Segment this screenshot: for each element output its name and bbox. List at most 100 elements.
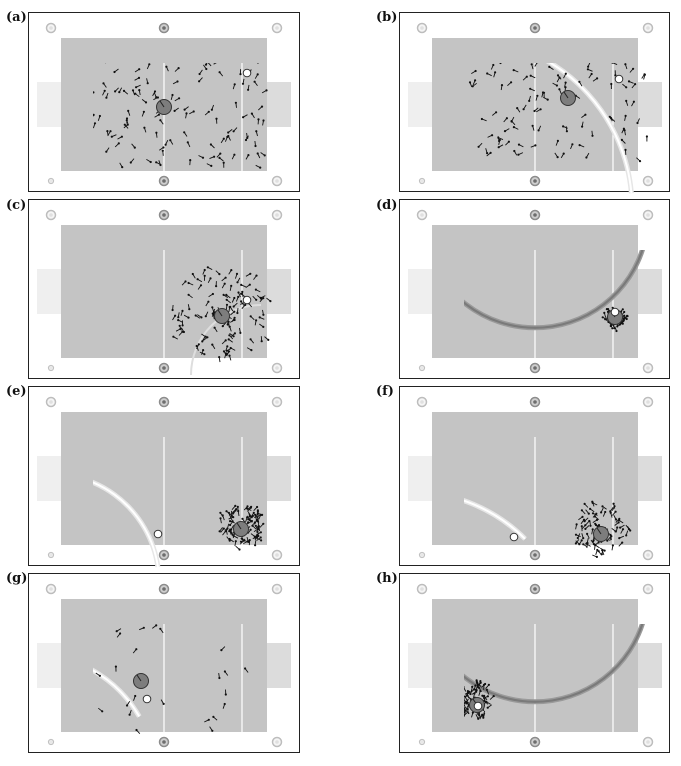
particle-arrow — [624, 114, 627, 121]
particle-arrow — [522, 75, 528, 81]
particle-arrow — [218, 527, 223, 533]
particle-arrow — [481, 682, 487, 688]
particle-arrow — [592, 518, 599, 523]
particle-arrow — [512, 126, 519, 130]
particle-arrow — [575, 540, 581, 546]
particle-arrow — [257, 63, 259, 64]
particle-arrow — [464, 695, 468, 702]
particle-arrow — [219, 517, 222, 524]
particle-arrow — [189, 110, 195, 115]
particle-arrow — [257, 105, 264, 111]
particle-arrow — [218, 71, 224, 77]
particle-arrow — [236, 308, 239, 315]
particle-arrow — [236, 277, 241, 284]
particle-arrow — [636, 157, 642, 163]
particle-arrow — [172, 335, 179, 340]
distance-arc — [464, 250, 644, 329]
landmark-marker — [158, 175, 170, 187]
particle-arrow — [123, 123, 129, 129]
ball — [153, 529, 163, 539]
field-frame — [399, 12, 670, 194]
particle-arrow — [555, 139, 559, 146]
particle-arrow — [160, 699, 165, 705]
particle-arrow — [487, 134, 494, 138]
landmark-marker — [271, 22, 283, 34]
particle-arrow — [528, 95, 531, 102]
landmark-marker — [271, 175, 283, 187]
particle-arrow — [256, 510, 259, 517]
particle-arrow — [203, 274, 206, 281]
particle-arrow — [239, 538, 246, 543]
particle-arrow — [189, 159, 192, 166]
particle-arrow — [621, 127, 625, 134]
field-frame — [399, 199, 670, 379]
particle-arrow — [589, 507, 595, 513]
particle-arrow — [587, 63, 591, 68]
landmark-marker — [47, 551, 55, 559]
particle-arrow — [128, 709, 132, 716]
particle-arrow — [471, 82, 477, 88]
particle-arrow — [196, 278, 203, 283]
particle-arrow — [225, 303, 229, 310]
landmark-marker — [642, 362, 654, 374]
robot-estimate — [560, 90, 576, 106]
particle-arrow — [165, 65, 169, 72]
particle-arrow — [205, 300, 210, 307]
particle-arrow — [129, 158, 135, 164]
right-goal — [638, 82, 662, 127]
particle-arrow — [562, 125, 568, 129]
particle-arrow — [465, 690, 469, 696]
particle-arrow — [254, 518, 258, 525]
landmark-marker — [45, 396, 57, 408]
particle-arrow — [581, 113, 587, 118]
particle-arrow — [535, 94, 539, 101]
right-goal — [267, 82, 291, 127]
particle-arrow — [564, 81, 567, 88]
particle-arrow — [236, 505, 239, 512]
particle-arrow — [259, 323, 265, 328]
landmark-marker — [45, 583, 57, 595]
particle-arrow — [232, 302, 238, 308]
particle-arrow — [250, 533, 256, 538]
particle-arrow — [153, 96, 159, 101]
particle-arrow — [241, 303, 247, 309]
soccer-field-diagram — [37, 22, 291, 187]
particle-arrow — [485, 683, 490, 689]
particle-arrow — [241, 537, 247, 542]
particle-arrow — [95, 672, 101, 677]
particle-arrow — [603, 311, 607, 318]
landmark-marker — [416, 583, 428, 595]
particle-arrow — [209, 726, 214, 732]
particle-arrow — [262, 119, 265, 126]
landmark-marker — [529, 736, 541, 748]
particle-arrow — [531, 124, 535, 131]
particle-arrow — [625, 530, 629, 537]
particle-arrow — [581, 121, 584, 128]
particle-arrow — [627, 80, 634, 84]
particle-arrow — [614, 521, 620, 526]
particle-arrow — [586, 532, 590, 539]
particle-arrow — [105, 92, 109, 99]
panel-label: (b) — [376, 10, 398, 25]
particle-arrow — [141, 99, 148, 104]
particle-arrow — [125, 701, 131, 707]
particle-arrow — [119, 162, 124, 169]
particle-arrow — [522, 104, 527, 111]
particle-arrow — [594, 543, 597, 550]
particle-arrow — [178, 330, 184, 336]
panel-label: (f) — [376, 384, 394, 399]
particle-arrow — [146, 63, 151, 70]
landmark-marker — [642, 22, 654, 34]
right-goal — [267, 643, 291, 688]
field-frame — [28, 199, 300, 379]
particle-arrow — [211, 343, 216, 350]
particle-arrow — [619, 524, 625, 529]
particle-arrow — [614, 326, 618, 333]
particle-arrow — [161, 149, 164, 156]
particle-arrow — [237, 291, 241, 298]
particle-arrow — [228, 269, 233, 275]
particle-arrow — [133, 694, 137, 701]
particle-arrow — [208, 292, 214, 298]
particle-arrow — [242, 114, 248, 119]
landmark-marker — [418, 177, 426, 185]
